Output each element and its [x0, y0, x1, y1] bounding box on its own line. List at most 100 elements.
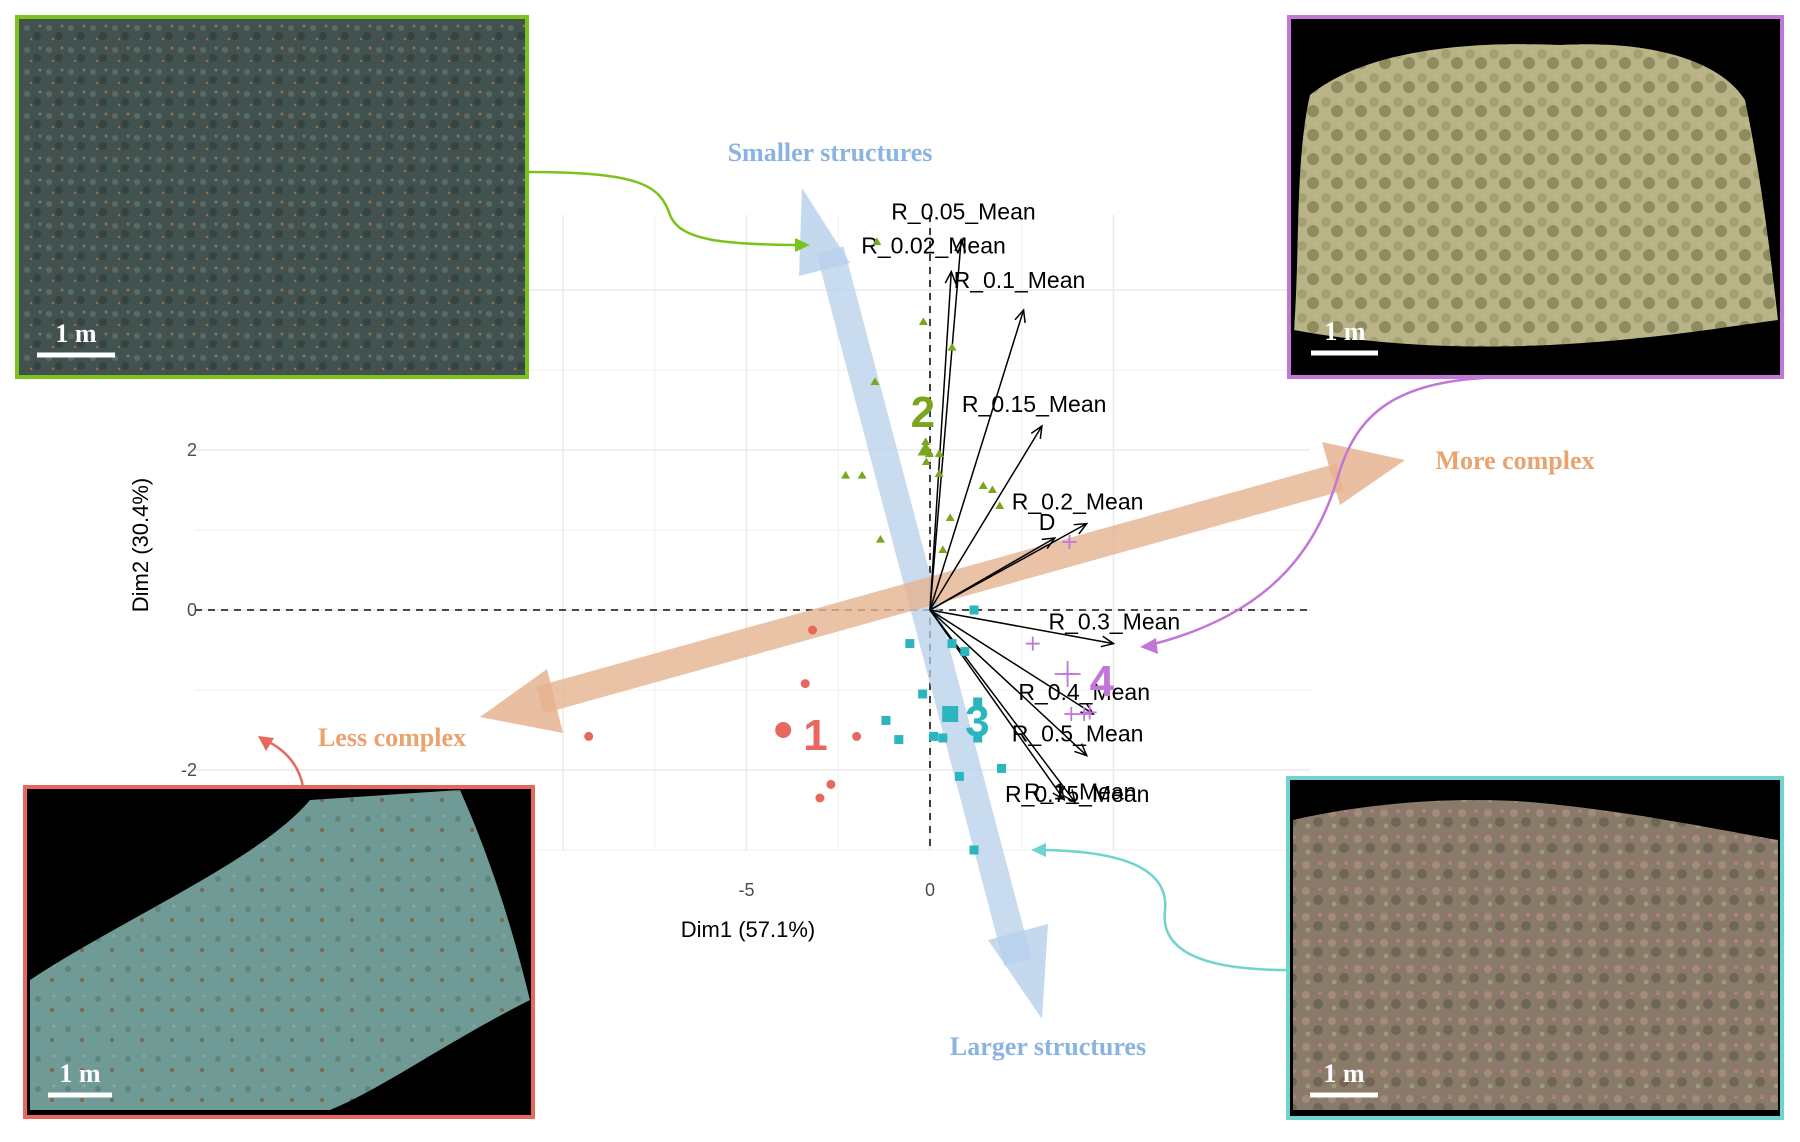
loading-vectors: R_0.05_Mean R_0.02_Mean R_0.1_Mean R_0.15_M… [861, 199, 1180, 807]
data-point [995, 501, 1005, 510]
data-point [841, 471, 851, 479]
photo-panel-group2: 1 m [15, 15, 529, 379]
data-point [875, 535, 885, 543]
data-point [894, 735, 904, 745]
data-point [954, 771, 964, 781]
data-point [1082, 705, 1097, 720]
group-label: 2 [911, 388, 935, 437]
photo-panel-group3: 1 m [1286, 776, 1784, 1120]
loading-arrow [929, 609, 1114, 645]
data-point [852, 731, 862, 741]
loading-label: R_0.2_Mean [1012, 489, 1144, 515]
complexity-gradient-arrow [480, 442, 1405, 733]
y-tick-label: 0 [187, 600, 197, 620]
group-1-points: 1 [584, 625, 862, 803]
loading-arrowhead [1073, 522, 1089, 535]
data-point [947, 639, 957, 649]
x-tick-label: 0 [925, 880, 935, 900]
data-point [584, 731, 594, 741]
loading-arrowhead [944, 269, 957, 285]
loading-vector: R_0.2_Mean [929, 489, 1144, 611]
loading-vector: R_0.05_Mean [891, 199, 1036, 611]
data-point [870, 377, 880, 386]
group-label: 1 [803, 711, 827, 760]
photo-panel-group4: 1 m [1287, 15, 1784, 379]
data-point [969, 605, 979, 615]
more-complex-label: More complex [1435, 446, 1594, 475]
data-point [918, 689, 928, 699]
data-point [872, 237, 882, 246]
data-point [973, 733, 983, 743]
loading-arrowhead [954, 237, 967, 253]
connector-arrowheads [258, 238, 1158, 857]
data-point [857, 471, 867, 479]
loading-arrowhead [1100, 635, 1116, 648]
data-point [945, 513, 955, 522]
loading-arrow [929, 425, 1043, 611]
y-tick-label: 2 [187, 440, 197, 460]
group-label: 3 [965, 697, 989, 746]
y-tick-label: -2 [181, 760, 197, 780]
loading-label: R_0.02_Mean [861, 233, 1006, 259]
data-point [800, 679, 810, 689]
group-centroid [775, 722, 792, 738]
loading-label: R_0.5_Mean [1012, 721, 1144, 747]
loading-vector: R_0.15_Mean [929, 391, 1107, 611]
loading-arrow [929, 537, 1056, 611]
loading-label: R_0.1_Mean [954, 267, 1086, 293]
group-centroid [1054, 661, 1081, 687]
data-point [808, 625, 818, 635]
data-point [1025, 636, 1040, 651]
loading-label: R_0.15_Mean [962, 391, 1107, 417]
loading-vector: R_0.4_Mean [929, 609, 1150, 715]
data-point [929, 731, 939, 741]
loading-arrow [929, 309, 1025, 611]
loading-label: R_0.75_Mean [1005, 781, 1150, 807]
group-centroid [917, 441, 934, 456]
photo-connectors [264, 170, 1516, 972]
loading-vector: R_0.3_Mean [929, 609, 1181, 648]
loading-vector: R_0.02_Mean [861, 233, 1006, 611]
data-point [938, 733, 948, 743]
photo-panel-group1: 1 m [23, 785, 535, 1119]
data-point [973, 697, 983, 707]
data-point [1064, 707, 1079, 721]
data-point [969, 845, 979, 855]
data-point [905, 639, 915, 649]
data-point [960, 647, 970, 657]
data-point [826, 779, 836, 789]
group-label: 4 [1090, 657, 1115, 706]
loading-arrowhead [1014, 308, 1026, 323]
data-point [934, 449, 944, 458]
scale-bar-label: 1 m [1324, 317, 1366, 346]
loading-arrowhead [1041, 537, 1057, 549]
data-point [947, 343, 957, 351]
group-3-points: 3 [881, 605, 1007, 855]
group-centroid [942, 706, 959, 722]
loading-arrowhead [1052, 786, 1066, 802]
x-axis-label: Dim1 (57.1%) [681, 917, 815, 942]
x-tick-label: -5 [738, 880, 754, 900]
loading-arrowhead [1030, 424, 1043, 439]
loading-arrowhead [1063, 789, 1077, 804]
group-4-points: 4 [1025, 535, 1115, 721]
loading-label: R_0.4_Mean [1018, 679, 1150, 705]
data-point [1062, 535, 1077, 549]
y-axis-label: Dim2 (30.4%) [128, 478, 153, 612]
loading-label: R_0.05_Mean [891, 199, 1036, 225]
data-point [938, 545, 948, 554]
loading-arrowhead [1074, 743, 1089, 757]
loading-label: R_1_Mean [1024, 779, 1137, 805]
loading-vector: D [929, 509, 1057, 611]
loading-arrow [929, 239, 962, 611]
loading-arrow [929, 609, 1088, 757]
smaller-structures-label: Smaller structures [728, 138, 933, 167]
data-point [934, 469, 944, 478]
scale-bar-label: 1 m [55, 319, 97, 348]
loading-vector: R_0.1_Mean [929, 267, 1086, 611]
loading-label: R_0.3_Mean [1049, 609, 1181, 635]
loading-label: D [1039, 509, 1056, 535]
larger-structures-label: Larger structures [950, 1032, 1146, 1061]
